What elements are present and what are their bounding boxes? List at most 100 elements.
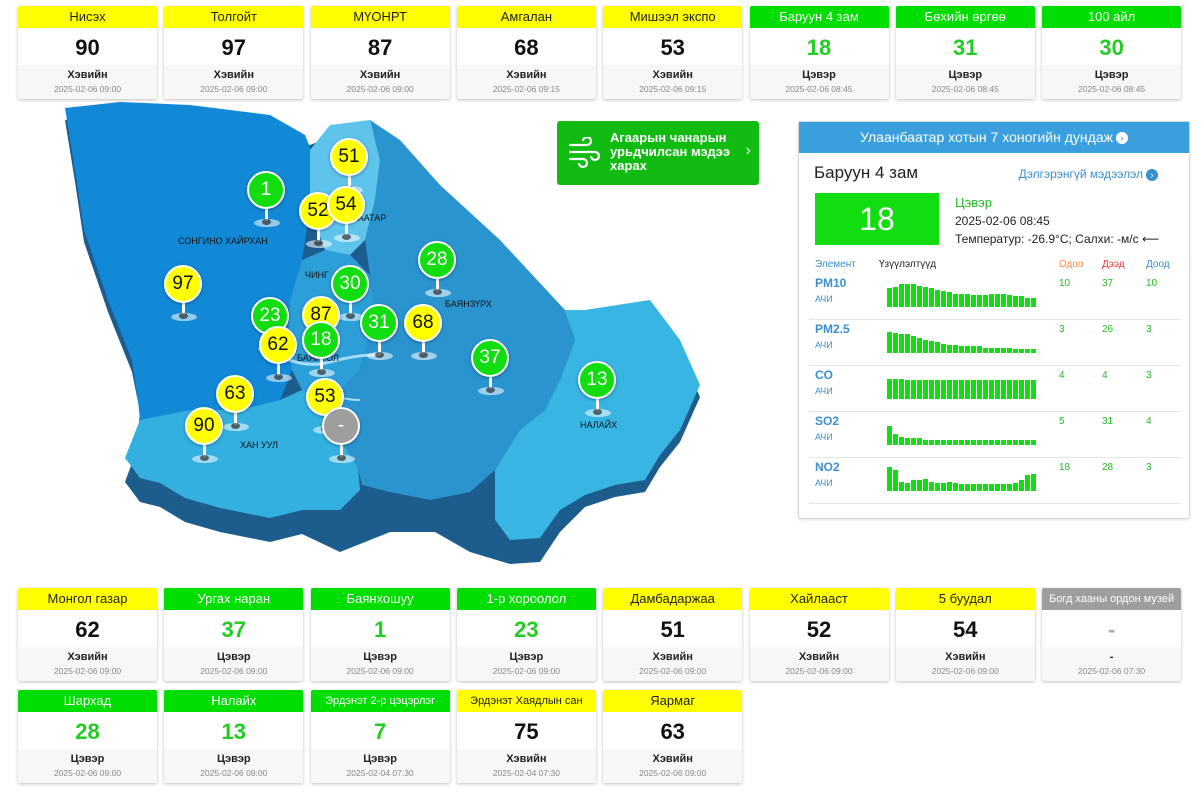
station-pin[interactable]: 90 — [185, 407, 225, 467]
pollutant-bar — [923, 340, 928, 353]
station-card[interactable]: 100 айл 30 Цэвэр 2025-02-06 08:45 — [1042, 6, 1182, 99]
station-card[interactable]: Бөхийн өргөө 31 Цэвэр 2025-02-06 08:45 — [895, 6, 1035, 99]
station-card[interactable]: Эрдэнэт 2-р цэцэрлэг 7 Цэвэр 2025-02-04 07:… — [310, 690, 450, 783]
aqi-status: Цэвэр — [955, 195, 993, 210]
station-card-value: 52 — [749, 610, 889, 647]
station-card[interactable]: 5 буудал 54 Хэвийн 2025-02-06 09:00 — [895, 588, 1035, 681]
station-card-name: Амгалан — [456, 6, 596, 28]
station-card[interactable]: Мишээл экспо 53 Хэвийн 2025-02-06 09:15 — [603, 6, 743, 99]
pollutant-bar — [1031, 440, 1036, 445]
panel-header[interactable]: Улаанбаатар хотын 7 хоногийн дундаж › — [799, 122, 1189, 153]
pollutant-unit: АЧИ — [815, 294, 833, 304]
pollutant-bar — [917, 480, 922, 491]
pollutant-bar — [995, 348, 1000, 353]
station-pin[interactable]: 54 — [327, 186, 367, 246]
district-map[interactable]: СОНГИНО ХАЙРХАН БАЯНЗҮРХ НАЛАЙХ ХАН УУЛ … — [40, 100, 740, 585]
pin-value: 54 — [327, 186, 365, 224]
detail-link[interactable]: Дэлгэрэнгүй мэдээлэл › — [1019, 167, 1158, 181]
pin-stem — [596, 397, 599, 411]
pollutant-bar — [941, 380, 946, 399]
station-pin[interactable]: 31 — [360, 304, 400, 364]
pollutant-bar — [917, 338, 922, 353]
panel-header-title: Улаанбаатар хотын 7 хоногийн дундаж — [860, 129, 1113, 145]
pollutant-bar — [1001, 380, 1006, 399]
station-card[interactable]: Яармаг 63 Хэвийн 2025-02-06 09:00 — [603, 690, 743, 783]
station-card[interactable]: Амгалан 68 Хэвийн 2025-02-06 09:15 — [456, 6, 596, 99]
pollutant-bar — [947, 292, 952, 307]
pin-stem — [203, 443, 206, 457]
pollutant-bar — [989, 294, 994, 307]
station-card-name: МҮОНРТ — [310, 6, 450, 28]
pollutant-bar — [983, 484, 988, 491]
pollutant-bar — [1025, 349, 1030, 353]
station-pin[interactable]: 62 — [259, 326, 299, 386]
pollutant-bar — [1007, 295, 1012, 307]
station-card-date: 2025-02-06 09:15 — [492, 84, 560, 94]
pollutant-unit: АЧИ — [815, 386, 833, 396]
pin-stem — [489, 375, 492, 389]
station-card[interactable]: Богд хааны ордон музей - -2025-02-06 07:30 — [1042, 588, 1182, 681]
pollutant-bar — [899, 284, 904, 307]
station-card[interactable]: Хайлааст 52 Хэвийн 2025-02-06 09:00 — [749, 588, 889, 681]
pollutant-bar — [1031, 474, 1036, 491]
pollutant-bar — [929, 440, 934, 445]
pollutant-bar — [911, 480, 916, 491]
station-card-name: 100 айл — [1042, 6, 1182, 28]
pin-tip — [419, 352, 428, 358]
pollutant-bar — [929, 380, 934, 399]
district-label: ХАН УУЛ — [240, 440, 279, 450]
station-pin[interactable]: 51 — [330, 138, 370, 198]
station-card[interactable]: Дамбадаржаа 51 Хэвийн 2025-02-06 09:00 — [603, 588, 743, 681]
station-card-value: 1 — [310, 610, 450, 647]
station-card[interactable]: Нисэх 90 Хэвийн 2025-02-06 09:00 — [18, 6, 157, 99]
station-pin[interactable]: 18 — [302, 321, 342, 381]
station-card[interactable]: МҮОНРТ 87 Хэвийн 2025-02-06 09:00 — [310, 6, 450, 99]
station-pin[interactable]: 68 — [404, 304, 444, 364]
pollutant-bar — [899, 482, 904, 491]
station-pin[interactable]: - — [322, 407, 362, 467]
pollutant-bar — [959, 346, 964, 353]
pollutant-bar — [923, 287, 928, 307]
station-card-name: Налайх — [164, 690, 304, 712]
pollutant-name: SO2 — [815, 414, 840, 428]
pin-stem — [182, 301, 185, 315]
station-card-date: 2025-02-04 07:30 — [492, 768, 560, 778]
pollutant-bar — [941, 344, 946, 353]
station-card[interactable]: Баянхошуу 1 Цэвэр 2025-02-06 09:00 — [310, 588, 450, 681]
station-pin[interactable]: 37 — [471, 339, 511, 399]
station-pin[interactable]: 63 — [216, 375, 256, 435]
station-pin[interactable]: 1 — [247, 171, 287, 231]
station-card[interactable]: Толгойт 97 Хэвийн 2025-02-06 09:00 — [164, 6, 304, 99]
district-label: НАЛАЙХ — [580, 420, 618, 430]
station-pin[interactable]: 30 — [331, 265, 371, 325]
pollutant-bar — [953, 440, 958, 445]
forecast-button[interactable]: Агаарын чанарын урьдчилсан мэдээ харах › — [557, 121, 759, 185]
pollutant-bar — [989, 440, 994, 445]
pin-tip — [375, 352, 384, 358]
pollutant-bar — [983, 348, 988, 353]
station-card[interactable]: 1-р хороолол 23 Цэвэр 2025-02-06 09:00 — [456, 588, 596, 681]
pollutant-bar — [917, 438, 922, 445]
pollutant-bar — [929, 482, 934, 491]
pollutant-bar — [977, 380, 982, 399]
station-card-name: 5 буудал — [895, 588, 1035, 610]
pollutant-row: CO АЧИ 4 4 3 — [809, 366, 1181, 412]
wind-direction-icon: ⟵ — [1141, 232, 1160, 246]
station-card[interactable]: Эрдэнэт Хаядлын сан 75 Хэвийн 2025-02-04 07… — [456, 690, 596, 783]
station-card[interactable]: Налайх 13 Цэвэр 2025-02-06 09:00 — [164, 690, 304, 783]
pollutant-bar — [995, 484, 1000, 491]
pollutant-bar — [953, 294, 958, 307]
station-pin[interactable]: 28 — [418, 241, 458, 301]
station-card[interactable]: Баруун 4 зам 18 Цэвэр 2025-02-06 08:45 — [749, 6, 889, 99]
pollutant-bar — [941, 291, 946, 307]
station-card-date: 2025-02-06 09:00 — [53, 666, 122, 676]
station-pin[interactable]: 13 — [578, 361, 618, 421]
pollutant-bar — [995, 440, 1000, 445]
station-card[interactable]: Шархад 28 Цэвэр 2025-02-06 09:00 — [18, 690, 157, 783]
station-card-status: Хэвийн — [359, 69, 401, 81]
station-card[interactable]: Монгол газар 62 Хэвийн 2025-02-06 09:00 — [18, 588, 157, 681]
station-card-status: Хэвийн — [652, 651, 693, 663]
station-pin[interactable]: 97 — [164, 265, 204, 325]
station-card[interactable]: Ургах наран 37 Цэвэр 2025-02-06 09:00 — [164, 588, 304, 681]
station-card-date: 2025-02-06 09:00 — [53, 84, 122, 94]
